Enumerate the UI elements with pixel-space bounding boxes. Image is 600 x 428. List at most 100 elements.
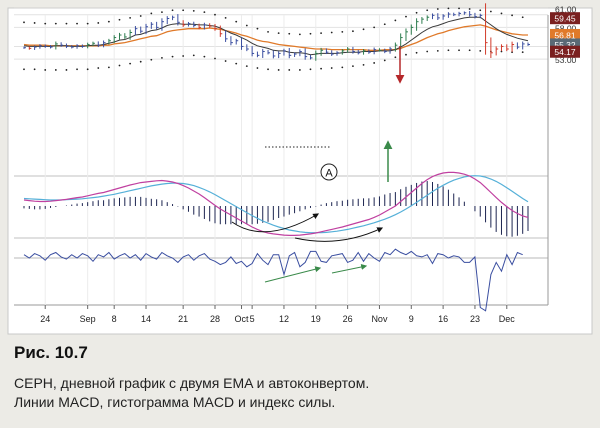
envelope-upper-dot bbox=[129, 16, 132, 19]
envelope-lower-dot bbox=[383, 59, 386, 62]
envelope-lower-dot bbox=[288, 69, 291, 71]
force-index-panel bbox=[14, 248, 548, 312]
force-index-arrow-1 bbox=[264, 266, 322, 283]
envelope-lower-dot bbox=[405, 53, 407, 56]
envelope-upper-dot bbox=[330, 31, 333, 34]
envelope-upper-dot bbox=[288, 32, 291, 35]
envelope-lower-dot bbox=[352, 65, 354, 68]
time-tick-label: 14 bbox=[141, 314, 151, 324]
envelope-upper-dot bbox=[97, 22, 100, 24]
envelope-lower-dot bbox=[245, 65, 248, 68]
time-tick-label: 8 bbox=[112, 314, 117, 324]
chart-background bbox=[7, 7, 593, 335]
time-tick-label: 26 bbox=[343, 314, 353, 324]
envelope-upper-dot bbox=[479, 9, 482, 12]
envelope-lower-dot bbox=[107, 66, 110, 69]
envelope-upper-dot bbox=[182, 9, 185, 12]
envelope-upper-dot bbox=[23, 21, 25, 24]
price-label-text: 56.81 bbox=[554, 30, 576, 40]
marker-a: A bbox=[320, 163, 338, 181]
envelope-lower-dot bbox=[139, 60, 142, 63]
envelope-lower-dot bbox=[298, 69, 301, 71]
envelope-lower-dot bbox=[426, 50, 429, 53]
time-tick-label: Sep bbox=[80, 314, 96, 324]
time-tick-label: Dec bbox=[499, 314, 516, 324]
envelope-lower-dot bbox=[309, 68, 312, 71]
envelope-upper-dot bbox=[426, 9, 429, 12]
envelope-lower-dot bbox=[65, 69, 68, 71]
envelope-lower-dot bbox=[118, 64, 121, 67]
envelope-lower-dot bbox=[129, 62, 132, 65]
envelope-lower-dot bbox=[54, 69, 57, 71]
envelope-lower-dot bbox=[76, 68, 78, 71]
price-label-box bbox=[550, 45, 580, 58]
marker-a-label: A bbox=[325, 168, 333, 180]
envelope-upper-dot bbox=[203, 11, 206, 14]
caption-line-2: Линии MACD, гистограмма MACD и индекс си… bbox=[14, 394, 336, 410]
envelope-upper-dot bbox=[161, 11, 163, 14]
envelope-upper-dot bbox=[373, 26, 376, 29]
annotations bbox=[231, 46, 405, 283]
envelope-upper-dot bbox=[235, 20, 238, 23]
envelope-lower-dot bbox=[235, 62, 238, 65]
envelope-lower-dot bbox=[267, 68, 269, 71]
envelope-lower-dot bbox=[447, 49, 450, 52]
macd-line bbox=[23, 171, 529, 236]
envelope-lower-dot bbox=[86, 68, 89, 71]
envelope-upper-dot bbox=[277, 32, 280, 35]
envelope-upper-dot bbox=[489, 10, 492, 13]
envelope-lower-dot bbox=[415, 51, 418, 54]
price-label-box bbox=[550, 12, 580, 25]
envelope-upper-dot bbox=[256, 27, 259, 30]
time-tick-label: 23 bbox=[470, 314, 480, 324]
envelope-upper-dot bbox=[447, 7, 450, 10]
envelope-lower-dot bbox=[214, 57, 216, 60]
time-tick-label: 28 bbox=[210, 314, 220, 324]
envelope-upper-dot bbox=[298, 33, 301, 36]
envelope-lower-dot bbox=[373, 62, 376, 64]
envelope-upper-dot bbox=[521, 16, 524, 19]
envelope-upper-dot bbox=[214, 13, 216, 16]
macd-panel bbox=[23, 171, 529, 237]
envelope-upper-dot bbox=[192, 9, 195, 12]
envelope-upper-dot bbox=[76, 22, 78, 25]
envelope-upper-dot bbox=[415, 11, 418, 14]
envelope-upper-dot bbox=[54, 22, 57, 25]
envelope-lower-dot bbox=[33, 68, 36, 71]
time-tick-label: 9 bbox=[409, 314, 414, 324]
envelope-lower-dot bbox=[277, 69, 280, 71]
envelope-upper-dot bbox=[139, 15, 142, 17]
axes: 61.0060.0058.0055.0053.0024Sep8142128Oct… bbox=[40, 4, 580, 324]
envelope-upper-dot bbox=[500, 12, 503, 15]
time-tick-label: 12 bbox=[279, 314, 289, 324]
chart-area: 61.0060.0058.0055.0053.0024Sep8142128Oct… bbox=[7, 3, 593, 335]
price-tick-label: 58.00 bbox=[555, 23, 577, 33]
envelope-lower-dot bbox=[224, 60, 227, 62]
price-bars bbox=[23, 3, 530, 61]
time-tick-label: Nov bbox=[371, 314, 388, 324]
envelope-upper-dot bbox=[118, 18, 121, 21]
time-tick-label: 19 bbox=[311, 314, 321, 324]
envelope-upper-dot bbox=[320, 32, 322, 35]
figure-caption: Рис. 10.7 CEPH, дневной график с двумя E… bbox=[14, 343, 584, 412]
envelope-upper-dot bbox=[224, 16, 227, 19]
force-index-line bbox=[23, 248, 523, 312]
envelope-lower-dot bbox=[97, 67, 100, 69]
envelope-upper-dot bbox=[458, 7, 460, 10]
envelope-upper-dot bbox=[171, 9, 174, 12]
envelope-lower-dot bbox=[182, 55, 185, 57]
time-tick-label: 16 bbox=[438, 314, 448, 324]
marker-a-circle bbox=[320, 163, 338, 181]
price-label-text: 59.45 bbox=[554, 14, 576, 24]
envelope-upper-dot bbox=[362, 28, 365, 31]
envelope-lower-dot bbox=[479, 49, 482, 52]
envelope-lower-dot bbox=[171, 55, 174, 58]
envelope-lower-dot bbox=[468, 49, 471, 52]
envelope-upper-dot bbox=[341, 30, 344, 33]
envelope-upper-dot bbox=[245, 24, 248, 27]
envelope-lower-dot bbox=[203, 55, 206, 58]
macd-divergence-arrow-1 bbox=[231, 213, 320, 233]
figure-number: Рис. 10.7 bbox=[14, 343, 88, 362]
ema-slow-line bbox=[23, 24, 528, 51]
envelope-upper-dot bbox=[352, 30, 354, 33]
